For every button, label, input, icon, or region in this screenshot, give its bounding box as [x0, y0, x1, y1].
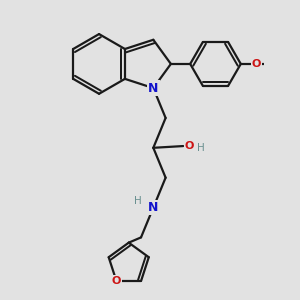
Text: H: H: [134, 196, 141, 206]
Text: N: N: [148, 201, 158, 214]
Text: O: O: [252, 59, 261, 69]
Text: N: N: [148, 82, 158, 94]
Text: O: O: [112, 276, 121, 286]
Text: H: H: [196, 143, 204, 153]
Text: O: O: [185, 141, 194, 151]
